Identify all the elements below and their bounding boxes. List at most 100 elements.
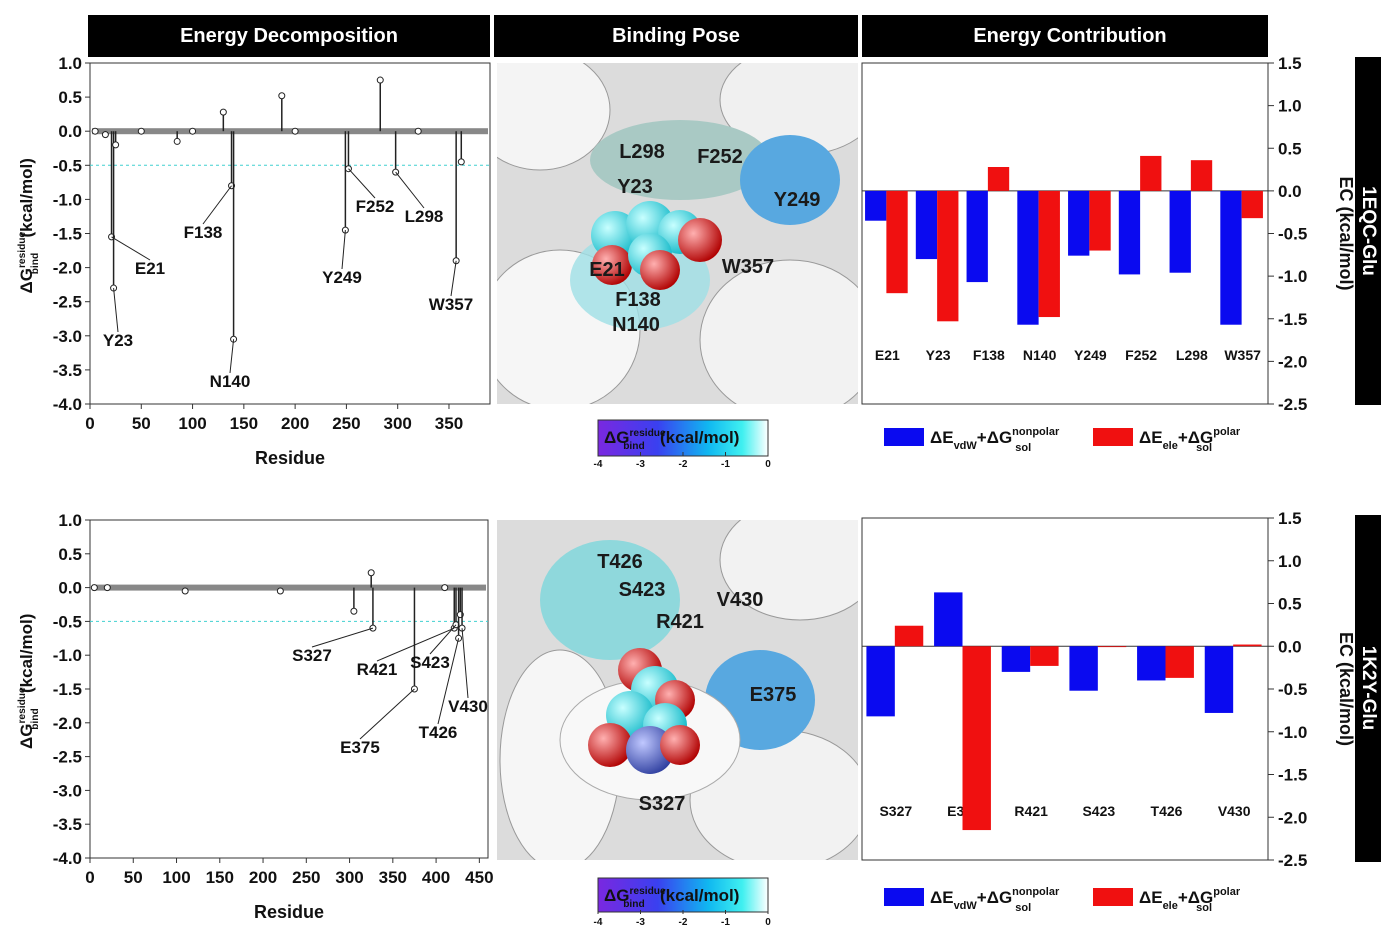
stem-point (91, 585, 97, 591)
bar (865, 191, 886, 221)
point-label: Y23 (103, 331, 133, 350)
colorbar-tick-label: 0 (765, 917, 771, 926)
colorbar-tick-label: -4 (594, 459, 603, 470)
label-arrow (312, 628, 373, 647)
plot-frame (90, 520, 488, 858)
pose-label: S423 (619, 579, 666, 601)
name-sup: nonpolar (1012, 886, 1060, 898)
pose-label: S327 (639, 793, 686, 815)
category-label: T426 (1151, 803, 1183, 819)
y-tick-label: 1.5 (1278, 54, 1302, 73)
pose-label: Y249 (774, 189, 821, 211)
label-arrow (462, 628, 468, 698)
pose-label: Y23 (617, 176, 653, 198)
panel-header: Energy Contribution (973, 25, 1166, 47)
panel-header: Binding Pose (612, 25, 740, 47)
y-tick-label: -1.5 (1278, 766, 1307, 785)
point-label: R421 (357, 660, 398, 679)
bar (866, 646, 894, 716)
y-tick-label: -3.0 (53, 327, 82, 346)
stem-point (138, 128, 144, 134)
y-tick-label: -3.5 (53, 815, 82, 834)
y-tick-label: -0.5 (53, 612, 82, 631)
colorbar-tick-label: -1 (721, 459, 730, 470)
bar (1205, 646, 1233, 713)
colorbar-tick-label: -1 (721, 917, 730, 926)
point-label: F252 (356, 197, 395, 216)
category-label: W357 (1224, 347, 1261, 363)
name-base: ΔE (930, 888, 954, 907)
y-tick-label: -2.0 (53, 714, 82, 733)
pose-label: F252 (697, 146, 743, 168)
pose-label: L298 (619, 141, 665, 163)
y-tick-label: 0.0 (58, 122, 82, 141)
stem-point (182, 588, 188, 594)
baseline-band (92, 128, 488, 134)
panel-header: Energy Decomposition (180, 25, 398, 47)
row-label: 1EQC-Glu (1358, 186, 1379, 276)
y-tick-label: 0.0 (1278, 637, 1302, 656)
label-arrow (230, 339, 234, 373)
label-arrow (360, 689, 414, 739)
colorbar-tick-label: 0 (765, 459, 771, 470)
y-tick-label: -4.0 (53, 849, 82, 868)
y-tick-label: -1.5 (1278, 310, 1307, 329)
y-tick-label: 0.5 (58, 545, 82, 564)
bar (1039, 191, 1060, 317)
y-tick-label: 0.5 (58, 88, 82, 107)
bar (1191, 160, 1212, 191)
y-axis-title: EC (kcal/mol) (1336, 176, 1356, 290)
y-tick-label: 0.0 (1278, 182, 1302, 201)
bar (1242, 191, 1263, 218)
pose-label: E375 (750, 684, 797, 706)
name-base: ΔE (1139, 888, 1163, 907)
point-label: Y249 (322, 268, 362, 287)
category-label: S327 (879, 803, 912, 819)
label-arrow (114, 288, 118, 332)
y-tick-label: 0.5 (1278, 139, 1302, 158)
legend-label: ΔEele+ΔGpolarsol (1139, 886, 1241, 914)
label-sub: bind (30, 253, 41, 275)
label-unit: (kcal/mol) (17, 158, 36, 237)
y-tick-label: -2.5 (1278, 851, 1307, 870)
pose-label: N140 (612, 314, 660, 336)
category-label: Y249 (1074, 347, 1107, 363)
y-tick-label: -3.5 (53, 361, 82, 380)
label-arrow (348, 169, 375, 198)
figure: Energy Decomposition Binding Pose Energy… (0, 0, 1381, 926)
baseline-band (92, 585, 486, 591)
point-label: F138 (184, 223, 223, 242)
name-sub: sol (1196, 442, 1212, 454)
label-unit: (kcal/mol) (17, 614, 36, 693)
stem-point (190, 128, 196, 134)
bar (1119, 191, 1140, 275)
y-tick-label: -2.0 (1278, 352, 1307, 371)
label-sub: bind (623, 899, 645, 910)
y-tick-label: 1.0 (58, 54, 82, 73)
legend-swatch (884, 888, 924, 906)
name-sub: ele (1163, 440, 1178, 452)
point-label: E21 (135, 259, 165, 278)
bar (1030, 646, 1058, 666)
x-tick-label: 200 (249, 868, 277, 887)
y-tick-label: -1.0 (53, 646, 82, 665)
stem-point (104, 585, 110, 591)
y-tick-label: 1.0 (1278, 97, 1302, 116)
label-arrow (342, 230, 345, 269)
pose-label: E21 (589, 259, 625, 281)
category-label: Y23 (926, 347, 951, 363)
y-tick-label: 0.0 (58, 579, 82, 598)
stem-point (113, 142, 119, 148)
x-axis-title: Residue (254, 902, 324, 922)
y-tick-label: -0.5 (53, 156, 82, 175)
name-base: ΔE (1139, 428, 1163, 447)
x-tick-label: 150 (230, 414, 258, 433)
bar (967, 191, 988, 282)
colorbar-tick-label: -2 (679, 917, 688, 926)
stem-point (368, 570, 374, 576)
pose-label: V430 (717, 589, 764, 611)
bar (1137, 646, 1165, 680)
legend-label: ΔEvdW+ΔGnonpolarsol (930, 886, 1060, 914)
name-sub: ele (1163, 900, 1178, 912)
